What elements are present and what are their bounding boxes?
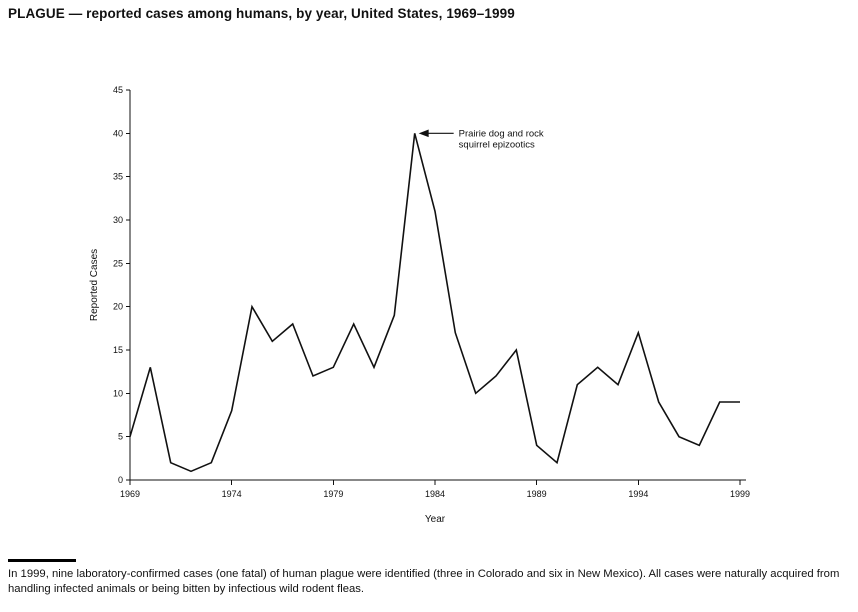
x-tick-label: 1969 (120, 489, 140, 499)
y-tick-label: 10 (113, 388, 123, 398)
x-tick-label: 1979 (323, 489, 343, 499)
y-tick-label: 35 (113, 172, 123, 182)
y-tick-label: 5 (118, 432, 123, 442)
y-axis-label: Reported Cases (89, 249, 100, 321)
x-tick-label: 1984 (425, 489, 445, 499)
x-axis-label: Year (425, 514, 446, 525)
y-tick-label: 20 (113, 302, 123, 312)
cases-line (129, 133, 740, 473)
footnote-text: In 1999, nine laboratory-confirmed cases… (8, 568, 840, 595)
page-title: PLAGUE — reported cases among humans, by… (8, 6, 515, 21)
y-tick-label: 30 (113, 215, 123, 225)
y-tick-label: 40 (113, 128, 123, 138)
y-tick-label: 45 (113, 85, 123, 95)
y-tick-label: 25 (113, 258, 123, 268)
x-tick-label: 1999 (730, 489, 750, 499)
y-tick-label: 15 (113, 345, 123, 355)
x-tick-label: 1994 (628, 489, 648, 499)
data-series (129, 133, 740, 473)
x-tick-label: 1974 (222, 489, 242, 499)
annotation-arrow-head (418, 129, 429, 138)
footnote: In 1999, nine laboratory-confirmed cases… (8, 559, 852, 596)
axes: 0 5 10 15 20 25 30 35 40 45 1969 1974 1979 1984 1989 19… (113, 85, 750, 499)
x-tick-label: 1989 (527, 489, 547, 499)
annotation-text-line2: squirrel epizootics (459, 139, 535, 150)
y-tick-label: 0 (118, 475, 123, 485)
footnote-divider-bar (8, 559, 76, 562)
annotation-text-line1: Prairie dog and rock (459, 128, 544, 139)
chart-canvas: 0 5 10 15 20 25 30 35 40 45 1969 1974 1979 1984 1989 19… (89, 85, 750, 525)
